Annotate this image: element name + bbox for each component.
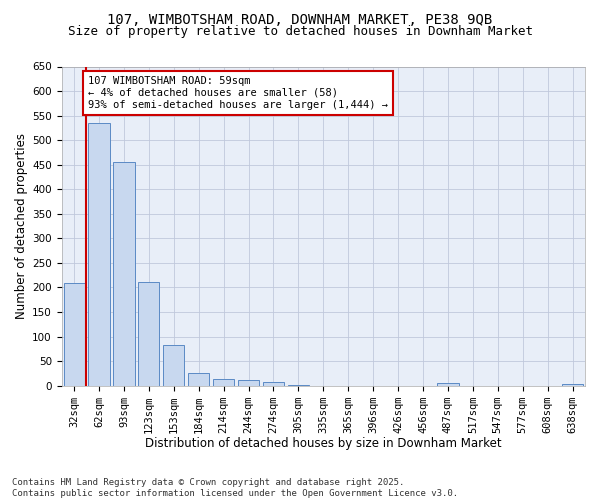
Bar: [213, 378, 234, 386]
Bar: [88, 123, 110, 386]
Bar: [238, 380, 259, 386]
Text: 107 WIMBOTSHAM ROAD: 59sqm
← 4% of detached houses are smaller (58)
93% of semi-: 107 WIMBOTSHAM ROAD: 59sqm ← 4% of detac…: [88, 76, 388, 110]
Bar: [562, 384, 583, 386]
Text: Size of property relative to detached houses in Downham Market: Size of property relative to detached ho…: [67, 25, 533, 38]
Bar: [263, 382, 284, 386]
Bar: [64, 284, 85, 386]
X-axis label: Distribution of detached houses by size in Downham Market: Distribution of detached houses by size …: [145, 437, 502, 450]
Text: 107, WIMBOTSHAM ROAD, DOWNHAM MARKET, PE38 9QB: 107, WIMBOTSHAM ROAD, DOWNHAM MARKET, PE…: [107, 12, 493, 26]
Bar: [138, 282, 160, 386]
Text: Contains HM Land Registry data © Crown copyright and database right 2025.
Contai: Contains HM Land Registry data © Crown c…: [12, 478, 458, 498]
Bar: [188, 373, 209, 386]
Bar: [437, 383, 458, 386]
Y-axis label: Number of detached properties: Number of detached properties: [15, 133, 28, 319]
Bar: [163, 346, 184, 386]
Bar: [113, 162, 134, 386]
